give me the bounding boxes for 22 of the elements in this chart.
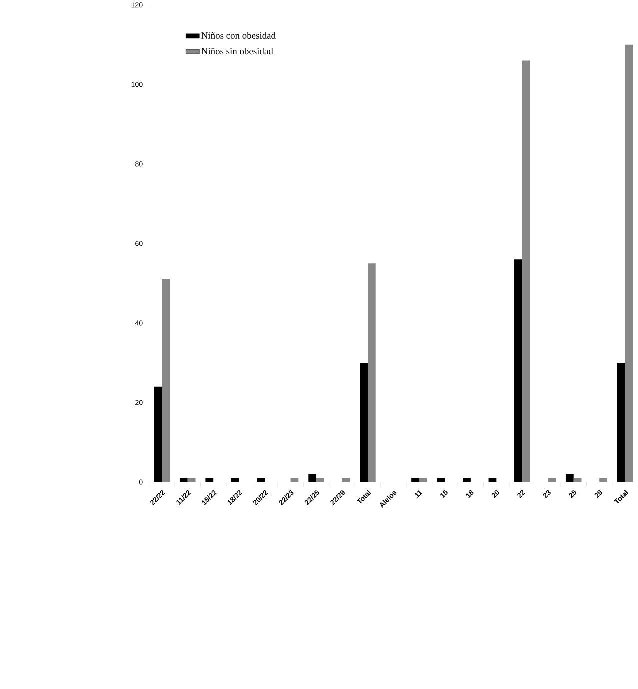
bar bbox=[308, 474, 316, 482]
bar bbox=[462, 478, 471, 482]
bar bbox=[206, 478, 214, 482]
legend-label: Niños sin obesidad bbox=[201, 48, 274, 55]
bar bbox=[522, 60, 530, 482]
bar bbox=[180, 478, 188, 482]
bar bbox=[566, 474, 574, 482]
bar bbox=[411, 478, 420, 482]
legend-label: Niños con obesidad bbox=[201, 32, 276, 39]
bar bbox=[316, 478, 324, 482]
bar bbox=[231, 478, 240, 482]
bar bbox=[548, 478, 556, 482]
bar bbox=[617, 362, 626, 482]
bar bbox=[360, 362, 368, 482]
bar bbox=[419, 478, 428, 482]
bar bbox=[257, 478, 265, 482]
bar bbox=[162, 279, 170, 482]
bar bbox=[154, 386, 162, 482]
bar bbox=[625, 44, 634, 482]
bar bbox=[514, 260, 522, 482]
bar bbox=[599, 478, 608, 482]
bar bbox=[368, 264, 376, 482]
